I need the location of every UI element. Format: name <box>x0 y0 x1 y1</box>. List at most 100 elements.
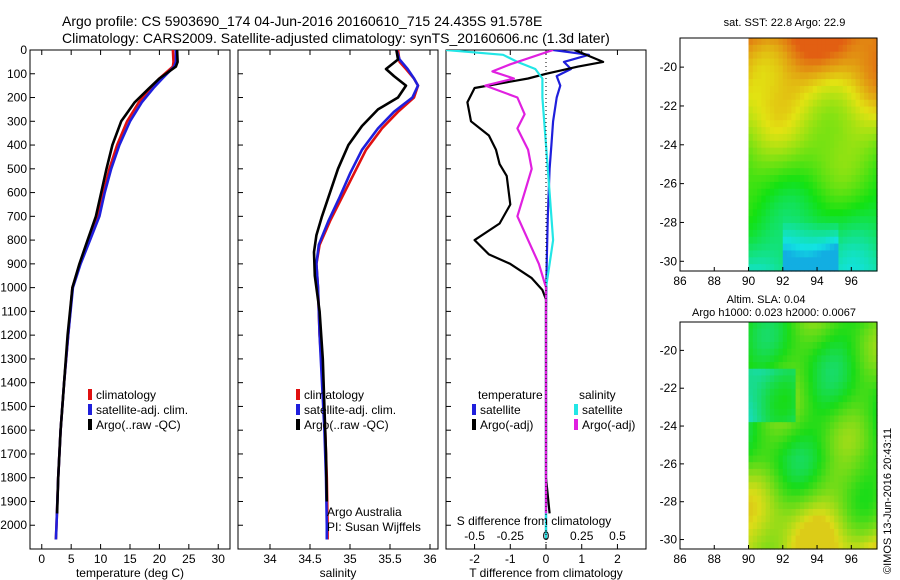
heat-cell <box>821 133 827 142</box>
x-tick-label: 96 <box>845 552 859 566</box>
heat-cell <box>859 542 865 550</box>
heat-cell <box>825 348 831 356</box>
heat-cell <box>817 72 822 80</box>
heat-cell <box>842 322 848 330</box>
heat-cell <box>778 181 784 190</box>
heat-cell <box>829 475 835 483</box>
heat-cell <box>847 475 852 483</box>
heat-cell <box>817 522 822 530</box>
heat-cell <box>838 402 844 410</box>
heat-cell <box>752 229 758 238</box>
heat-cell <box>778 147 784 156</box>
heat-cell <box>864 462 870 470</box>
heat-cell <box>787 147 792 156</box>
heat-cell <box>774 168 780 176</box>
heat-cell <box>795 415 801 423</box>
heat-cell <box>851 175 857 183</box>
annotation-line: PI: Susan Wijffels <box>327 520 421 534</box>
x-tick-label: 88 <box>708 552 722 566</box>
heat-cell <box>812 462 818 470</box>
heat-cell <box>804 335 810 343</box>
heat-cell <box>765 435 771 443</box>
heat-cell <box>808 435 814 443</box>
heat-cell <box>817 106 822 114</box>
heat-cell <box>812 475 818 483</box>
heat-cell <box>872 342 878 350</box>
heat-cell <box>825 448 831 457</box>
heat-cell <box>864 388 870 397</box>
heat-cell <box>851 65 857 73</box>
heat-cell <box>787 348 792 356</box>
heat-cell <box>774 335 780 343</box>
heat-cell <box>872 335 878 343</box>
heat-cell <box>791 322 797 330</box>
series-line-1 <box>315 50 420 540</box>
heat-cell <box>795 515 801 523</box>
heat-cell <box>864 488 870 497</box>
heat-cell <box>752 195 758 204</box>
heat-cell <box>765 382 771 390</box>
heat-cell <box>748 250 754 258</box>
heat-cell <box>778 65 784 73</box>
heat-cell <box>842 257 848 265</box>
heat-cell <box>859 402 865 410</box>
heat-cell <box>778 120 784 128</box>
heat-cell <box>825 161 831 169</box>
heat-cell <box>829 250 835 258</box>
heat-cell <box>812 168 818 176</box>
series-line-2 <box>55 50 179 514</box>
heat-cell <box>795 462 801 470</box>
x-tick-label: 5 <box>68 552 75 566</box>
heat-cell <box>748 468 754 477</box>
heat-cell <box>778 85 784 94</box>
heat-cell <box>782 322 788 330</box>
heat-cell <box>817 188 822 197</box>
heat-cell <box>804 502 810 510</box>
heat-cell <box>752 58 758 67</box>
heat-cell <box>782 428 788 437</box>
heat-cell <box>808 515 814 523</box>
heat-cell <box>795 448 801 457</box>
heat-cell <box>851 257 857 265</box>
heat-cell <box>782 223 788 231</box>
heat-cell <box>782 154 788 162</box>
heat-cell <box>825 428 831 437</box>
heat-cell <box>868 422 874 430</box>
heat-cell <box>761 322 767 330</box>
y-tick-label: 900 <box>7 257 27 271</box>
heat-cell <box>868 375 874 383</box>
heat-cell <box>817 502 822 510</box>
heat-cell <box>782 44 788 53</box>
heat-cell <box>752 388 758 397</box>
heat-cell <box>812 335 818 343</box>
heat-cell <box>795 85 801 94</box>
heat-cell <box>838 79 844 87</box>
heat-cell <box>821 475 827 483</box>
heat-cell <box>769 522 775 530</box>
heat-cell <box>821 455 827 463</box>
heat-cell <box>847 388 852 397</box>
heat-cell <box>859 257 865 265</box>
heat-cell <box>834 188 840 197</box>
heat-cell <box>855 368 861 377</box>
figure-title-line2: Climatology: CARS2009. Satellite-adjuste… <box>62 30 610 46</box>
heat-cell <box>864 120 870 128</box>
y-tick-label: 200 <box>7 91 27 105</box>
heat-cell <box>864 362 870 370</box>
heat-cell <box>838 51 844 60</box>
profile-panel-0: 0 5 10 15 20 25 300100200300400500600700800900… <box>0 43 231 580</box>
heat-cell <box>799 395 805 403</box>
heat-cell <box>872 375 878 383</box>
x-tick-label: 36 <box>423 552 437 566</box>
heat-cell <box>808 250 814 258</box>
heat-cell <box>859 388 865 397</box>
heat-cell <box>765 209 771 217</box>
heat-cell <box>778 535 784 543</box>
heat-cell <box>812 528 818 537</box>
heat-cell <box>872 175 878 183</box>
heat-cell <box>752 415 758 423</box>
heat-cell <box>757 435 762 443</box>
heat-cell <box>791 348 797 356</box>
heat-cell <box>838 488 844 497</box>
heat-cell <box>757 229 762 238</box>
